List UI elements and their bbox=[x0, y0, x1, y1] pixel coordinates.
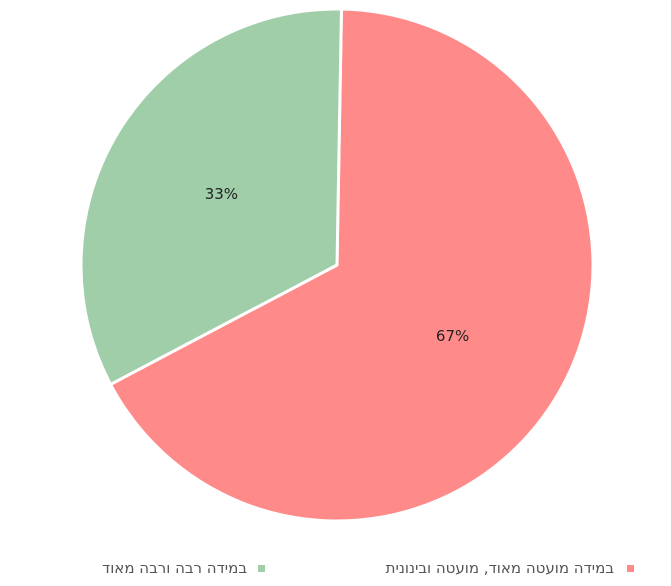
legend-item-1: במידה רבה ורבה מאוד bbox=[102, 559, 265, 577]
legend-label-0: במידה מועטה מאוד, מועטה ובינונית bbox=[386, 559, 615, 577]
pie-slices bbox=[79, 7, 595, 523]
slice-labels: 67% 33% bbox=[205, 185, 470, 345]
legend-swatch-0 bbox=[627, 565, 634, 572]
slice-label-1: 33% bbox=[205, 185, 238, 203]
pie-slice-0 bbox=[109, 7, 595, 523]
legend: במידה מועטה מאוד, מועטה ובינונית במידה ר… bbox=[102, 559, 634, 577]
pie-slice-1 bbox=[79, 7, 343, 386]
legend-swatch-1 bbox=[258, 565, 265, 572]
legend-item-0: במידה מועטה מאוד, מועטה ובינונית bbox=[386, 559, 634, 577]
legend-label-1: במידה רבה ורבה מאוד bbox=[102, 559, 247, 577]
slice-label-0: 67% bbox=[436, 327, 469, 345]
